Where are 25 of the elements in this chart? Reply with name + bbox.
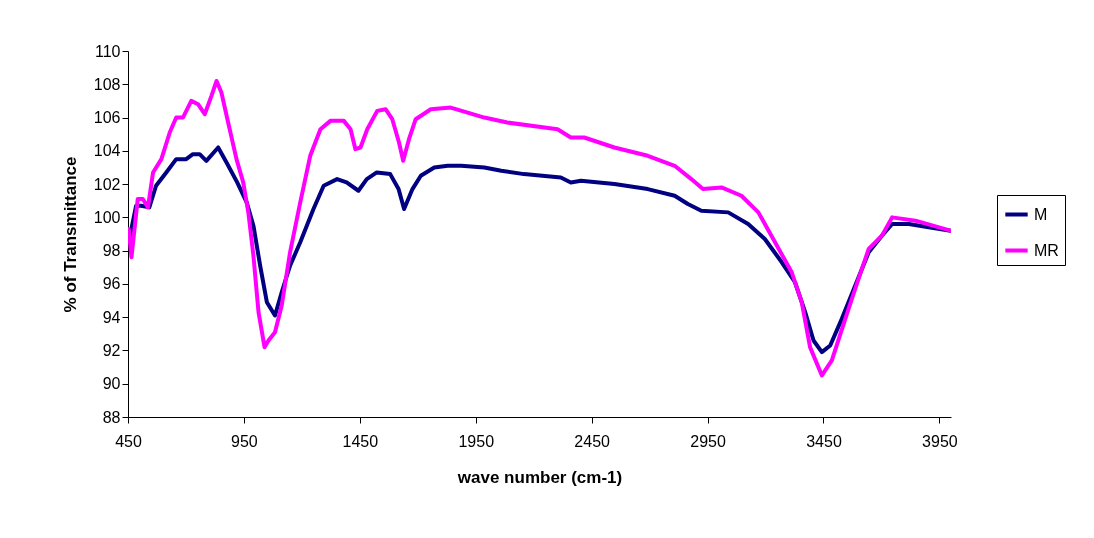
x-tick-label: 2950 bbox=[690, 432, 726, 450]
x-tick-label: 1950 bbox=[458, 432, 495, 450]
y-tick-label: 98 bbox=[102, 242, 121, 260]
x-tick-label: 950 bbox=[231, 432, 258, 450]
x-tick-label: 450 bbox=[115, 432, 142, 450]
line-series bbox=[128, 78, 951, 378]
legend-label: M bbox=[1034, 205, 1048, 223]
legend-label: MR bbox=[1034, 241, 1059, 259]
y-tick-label: 100 bbox=[93, 208, 121, 226]
y-axis-title: % of Transmittance bbox=[60, 156, 80, 313]
x-tick-label: 1450 bbox=[342, 432, 379, 450]
x-tick-label: 3450 bbox=[806, 432, 842, 450]
x-tick-label: 2450 bbox=[574, 432, 611, 450]
y-tick-label: 92 bbox=[102, 341, 121, 359]
x-tick-label: 3950 bbox=[922, 432, 958, 450]
x-axis-title: wave number (cm-1) bbox=[456, 467, 623, 487]
y-tick-label: 108 bbox=[93, 75, 121, 93]
y-tick-label: 102 bbox=[93, 175, 121, 193]
y-tick-label: 110 bbox=[94, 42, 121, 60]
y-tick-label: 106 bbox=[93, 109, 121, 127]
y-tick-label: 96 bbox=[102, 275, 121, 293]
y-tick-label: 94 bbox=[102, 308, 121, 326]
y-tick-label: 90 bbox=[102, 375, 121, 393]
y-tick-label: 104 bbox=[93, 142, 121, 160]
y-tick-label: 88 bbox=[102, 408, 121, 426]
